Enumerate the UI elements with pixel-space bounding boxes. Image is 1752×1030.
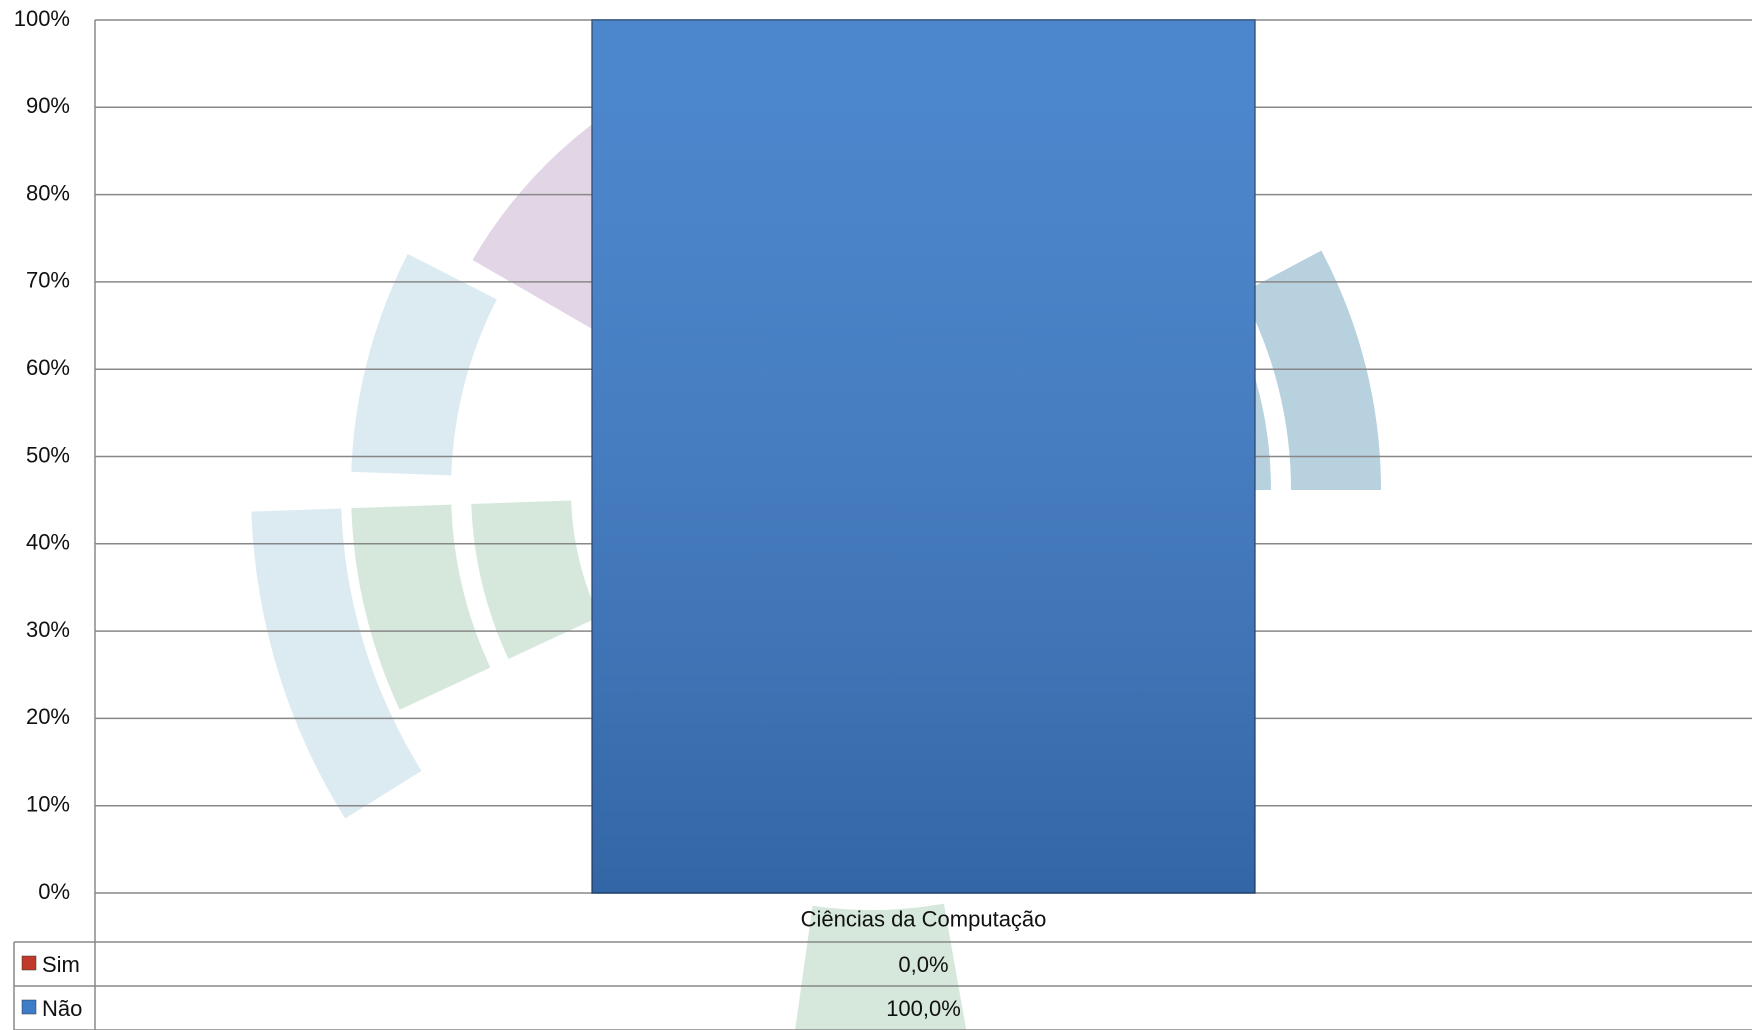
- y-tick-label: 20%: [26, 704, 70, 729]
- legend-label: Sim: [42, 952, 80, 977]
- y-tick-label: 60%: [26, 355, 70, 380]
- y-tick-label: 30%: [26, 617, 70, 642]
- logo-arc: [351, 253, 497, 476]
- y-tick-label: 40%: [26, 530, 70, 555]
- y-tick-label: 50%: [26, 442, 70, 467]
- logo-arc: [251, 508, 422, 819]
- logo-arc: [1241, 250, 1381, 490]
- plot-area: 0% 10% 20% 30% 40% 50% 60% 70% 80% 90% 100% Sim Não C…: [13, 6, 1752, 1030]
- data-label: 0,0%: [898, 952, 948, 977]
- legend-swatch: [21, 955, 37, 971]
- logo-arc: [795, 903, 967, 1030]
- y-tick-label: 10%: [26, 792, 70, 817]
- legend-swatch: [21, 999, 37, 1015]
- legend-label: Não: [42, 996, 82, 1021]
- y-tick-label: 0%: [38, 879, 70, 904]
- bar-shade: [592, 20, 1255, 893]
- logo-arc: [351, 504, 491, 710]
- x-tick-label: Ciências da Computação: [801, 906, 1047, 931]
- y-tick-label: 100%: [14, 6, 70, 31]
- logo-arc: [471, 500, 600, 660]
- y-tick-label: 70%: [26, 268, 70, 293]
- y-tick-label: 90%: [26, 93, 70, 118]
- y-tick-label: 80%: [26, 180, 70, 205]
- data-label: 100,0%: [886, 996, 961, 1021]
